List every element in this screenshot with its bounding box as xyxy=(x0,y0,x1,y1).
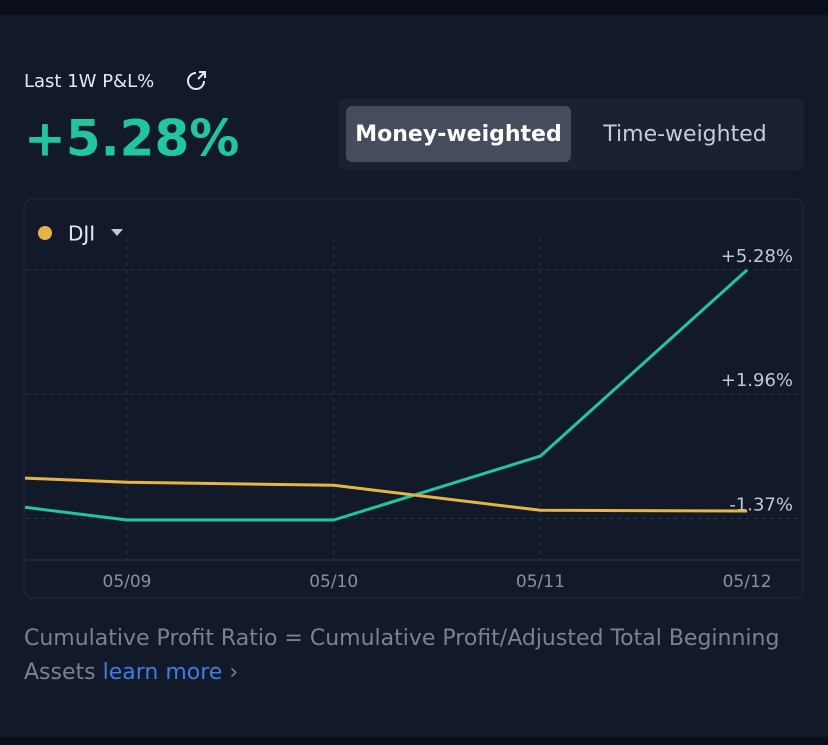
chart-frame xyxy=(23,198,804,599)
pnl-label: Last 1W P&L% xyxy=(24,71,154,92)
chevron: › xyxy=(229,660,239,685)
footer: Cumulative Profit Ratio = Cumulative Pro… xyxy=(24,622,814,690)
y-tick-label: +5.28% xyxy=(721,246,793,267)
share-icon[interactable] xyxy=(187,71,206,90)
x-tick-label: 05/10 xyxy=(309,572,358,592)
series-line xyxy=(24,268,749,522)
legend-caret[interactable] xyxy=(111,229,123,236)
legend-label[interactable]: DJI xyxy=(68,222,95,246)
y-tick-label: +1.96% xyxy=(721,370,793,391)
series-line xyxy=(24,476,748,513)
x-tick-label: 05/09 xyxy=(103,572,152,592)
bottom-bar xyxy=(0,737,828,745)
learn-more-link[interactable]: learn more xyxy=(102,660,223,685)
toggle-option[interactable]: Money-weighted xyxy=(355,122,561,147)
x-tick-label: 05/11 xyxy=(516,572,565,592)
x-tick-label: 05/12 xyxy=(723,572,772,592)
toggle-selected-bg xyxy=(346,106,571,162)
pnl-value: +5.28% xyxy=(24,110,239,168)
footer-text: Cumulative Profit Ratio = Cumulative Pro… xyxy=(24,626,780,685)
legend-dot xyxy=(38,226,52,240)
toggle-option[interactable]: Time-weighted xyxy=(602,122,766,147)
top-bar xyxy=(0,0,828,15)
